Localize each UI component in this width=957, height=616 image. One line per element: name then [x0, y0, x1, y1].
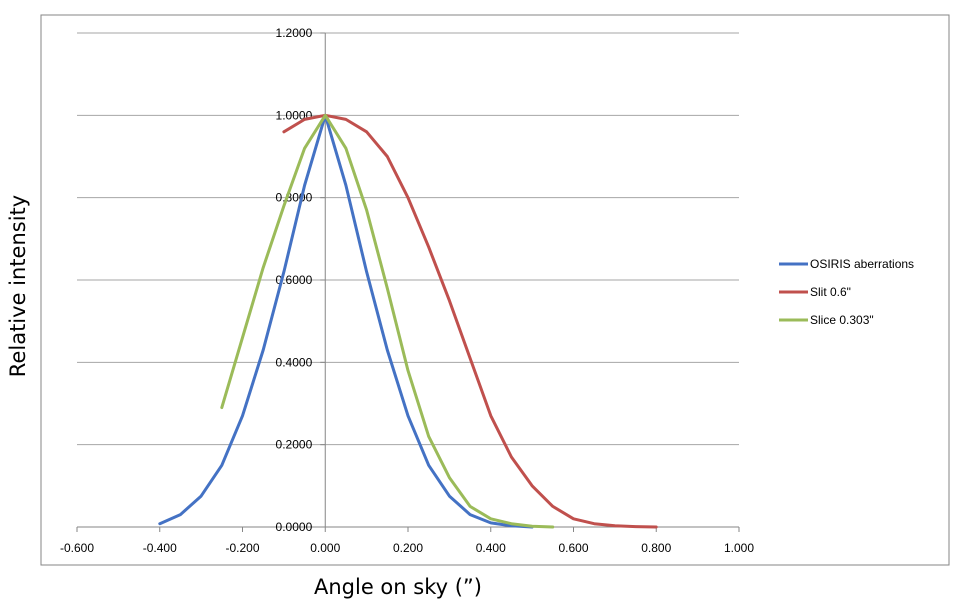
gridlines: [77, 32, 739, 446]
y-tick-label: 0.4000: [276, 355, 313, 369]
legend-label: OSIRIS aberrations: [810, 257, 914, 271]
x-tick-label: 0.000: [310, 541, 340, 555]
y-axis-title: Relative intensity: [6, 195, 30, 377]
x-tick-label: 0.400: [476, 541, 506, 555]
y-tick-label: 0.0000: [276, 520, 313, 534]
legend-label: Slice 0.303": [810, 313, 874, 327]
y-tick-labels: 0.00000.20000.40000.60000.80001.00001.20…: [276, 26, 313, 534]
legend: OSIRIS aberrations Slit 0.6" Slice 0.303": [779, 257, 914, 327]
x-tick-label: 1.000: [724, 541, 754, 555]
x-tick-labels: -0.600 -0.400 -0.200 0.000 0.200 0.400 0.600 0.…: [60, 541, 754, 555]
chart-border: [40, 14, 950, 566]
x-axis-title: Angle on sky (”): [314, 575, 482, 599]
y-tick-label: 0.8000: [276, 191, 313, 205]
x-tick-label: -0.600: [60, 541, 94, 555]
series-line-2: [282, 113, 658, 529]
x-tick-label: 0.800: [641, 541, 671, 555]
x-tick-label: 0.600: [558, 541, 588, 555]
x-tick-label: 0.200: [393, 541, 423, 555]
x-tick-label: -0.200: [225, 541, 259, 555]
legend-label: Slit 0.6": [810, 285, 851, 299]
y-tick-label: 1.2000: [276, 26, 313, 40]
series-line-1: [158, 113, 534, 529]
y-tick-label: 0.2000: [276, 438, 313, 452]
x-tick-label: -0.400: [143, 541, 177, 555]
series-line-3: [220, 113, 555, 529]
series-lines: [158, 113, 658, 529]
y-tick-label: 0.6000: [276, 273, 313, 287]
